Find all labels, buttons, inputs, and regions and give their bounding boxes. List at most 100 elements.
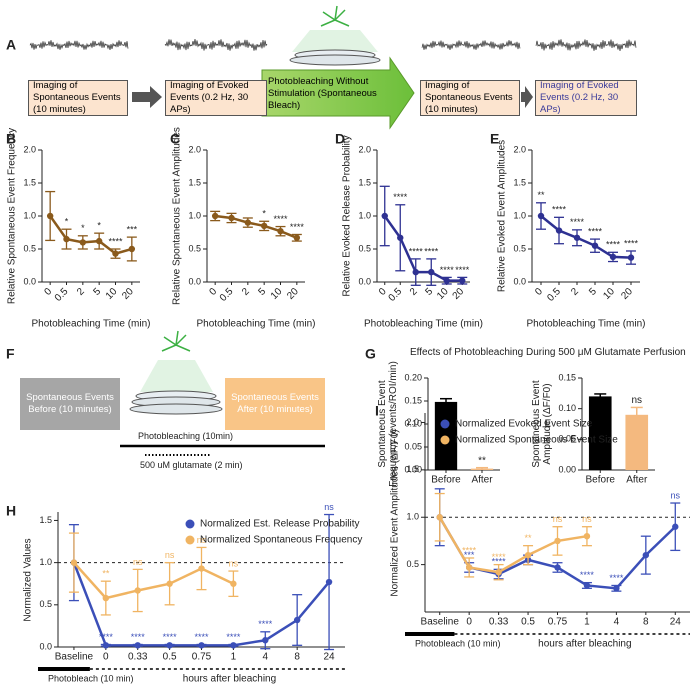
point — [524, 551, 532, 559]
y-tick-label: 0.0 — [513, 276, 526, 286]
point — [46, 212, 54, 220]
series-line — [438, 516, 588, 574]
x-tick-label: 20 — [120, 286, 136, 302]
x-tick-label: 0 — [103, 652, 109, 663]
point — [573, 234, 581, 241]
point — [112, 250, 119, 257]
y-axis-label: Relative Spontaneous Event Amplitudes — [171, 127, 183, 305]
x-tick-label: 0.75 — [192, 652, 212, 663]
point — [613, 585, 620, 592]
x-tick-label: After — [626, 475, 648, 486]
y-tick-label: 0.05 — [558, 434, 576, 444]
panel-g-title: Effects of Photobleaching During 500 μM … — [410, 347, 686, 358]
panel-label: E — [490, 131, 499, 147]
point — [198, 565, 205, 572]
point — [627, 254, 635, 261]
significance: ns — [197, 535, 207, 545]
x-tick-label: Before — [431, 475, 461, 486]
x-axis-label: hours after bleaching — [183, 674, 276, 685]
legend-label: Normalized Spontaneous Frequency — [200, 535, 362, 546]
point — [397, 234, 404, 241]
legend-marker — [185, 519, 195, 529]
significance: **** — [194, 632, 209, 642]
y-axis-label: Relative Spontaneous Event Frequency — [6, 127, 18, 305]
y-tick-label: 0.00 — [404, 464, 422, 474]
x-note: Photobleach (10 min) — [415, 638, 501, 648]
x-tick-label: 20 — [285, 286, 301, 302]
point — [198, 642, 205, 649]
y-tick-label: 0.5 — [188, 243, 201, 253]
y-axis-label: Spontaneous Event Amplitude (ΔF/F0) — [531, 380, 553, 468]
point — [293, 234, 301, 241]
panel-label: H — [6, 503, 16, 519]
x-tick-label: 8 — [643, 617, 649, 628]
x-tick-label: 20 — [451, 286, 467, 302]
y-tick-label: 0.5 — [358, 243, 371, 253]
significance: *** — [127, 224, 138, 234]
significance: * — [65, 217, 69, 227]
y-tick-label: 1.5 — [358, 177, 371, 187]
x-axis-label: Photobleaching Time (min) — [527, 319, 646, 330]
legend-marker — [185, 535, 195, 545]
point — [166, 580, 173, 587]
y-tick-label: 1.0 — [406, 512, 419, 522]
point — [436, 514, 443, 521]
step-box: Imaging of Evoked Events (0.2 Hz, 30 APs… — [165, 80, 267, 116]
point — [95, 237, 103, 245]
panel-label: D — [335, 131, 345, 147]
x-tick-label: 1 — [231, 652, 237, 663]
x-axis-label: Photobleaching Time (min) — [197, 319, 316, 330]
legend-marker — [440, 435, 450, 445]
point — [102, 594, 110, 602]
legend-marker — [440, 419, 450, 429]
significance: **** — [580, 570, 595, 580]
point — [230, 642, 237, 649]
flow-arrow — [132, 86, 162, 108]
after-box: Spontaneous Events After (10 minutes) — [225, 378, 325, 430]
point — [293, 616, 301, 624]
point — [609, 253, 617, 261]
significance: * — [262, 209, 266, 219]
significance: **** — [492, 552, 507, 562]
x-tick-label: 24 — [670, 617, 682, 628]
y-tick-label: 2.0 — [188, 144, 201, 154]
x-tick-label: 5 — [256, 286, 268, 298]
significance: **** — [455, 265, 470, 275]
y-tick-label: 1.0 — [39, 557, 52, 567]
x-tick-label: Baseline — [421, 617, 460, 628]
point — [537, 212, 545, 220]
significance: *** — [464, 550, 475, 560]
x-tick-label: 0 — [466, 617, 472, 628]
point — [102, 642, 110, 649]
point — [443, 277, 450, 284]
x-tick-label: 0.5 — [163, 652, 177, 663]
x-axis-label: Photobleaching Time (min) — [364, 319, 483, 330]
point — [325, 578, 333, 586]
x-tick-label: 0.5 — [218, 286, 236, 304]
series-line — [49, 215, 133, 255]
y-axis-label: Relative Evoked Event Amplitudes — [496, 139, 508, 293]
significance: **** — [462, 545, 477, 555]
x-tick-label: 0.5 — [53, 286, 71, 304]
point — [495, 569, 502, 576]
legend-label: Normalized Spontaneous Event Size — [455, 435, 618, 446]
y-tick-label: 0.05 — [404, 441, 422, 451]
panel-label: B — [6, 131, 16, 147]
bar — [625, 414, 649, 470]
y-tick-label: 0.5 — [23, 243, 36, 253]
x-tick-label: 10 — [601, 286, 617, 302]
y-tick-label: 0.20 — [404, 372, 422, 382]
x-tick-label: 0 — [533, 286, 545, 298]
x-tick-label: 0.5 — [521, 617, 535, 628]
x-tick-label: 0.75 — [548, 617, 568, 628]
x-tick-label: 0.5 — [387, 286, 405, 304]
point — [554, 537, 561, 545]
significance: **** — [290, 222, 305, 232]
x-axis-label: Photobleaching Time (min) — [32, 319, 151, 330]
significance: ns — [133, 557, 143, 567]
y-tick-label: 0.10 — [558, 403, 576, 413]
point — [128, 245, 136, 253]
panel-label: C — [170, 131, 180, 147]
x-tick-label: 2 — [569, 286, 581, 298]
significance: **** — [570, 217, 585, 227]
